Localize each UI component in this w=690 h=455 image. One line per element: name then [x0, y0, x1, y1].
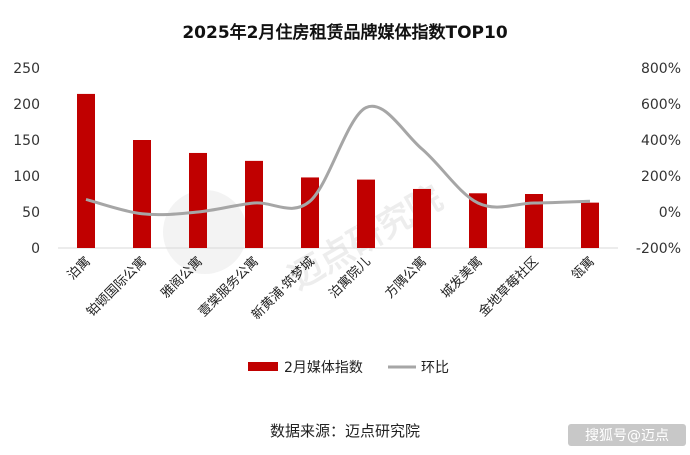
bar [301, 177, 319, 248]
legend: 2月媒体指数 环比 [248, 360, 449, 376]
chart-title: 2025年2月住房租赁品牌媒体指数TOP10 [182, 22, 507, 43]
left-axis-tick-label: 100 [13, 169, 40, 185]
corner-watermark-bg [568, 424, 686, 446]
right-axis: -200% 0% 200% 400% 600% 800% [636, 61, 681, 257]
category-label: 方隅公寓 [382, 254, 430, 302]
category-label: 瓴寓 [568, 254, 598, 284]
right-axis-tick-label: 400% [641, 133, 681, 149]
left-axis-tick-label: 50 [22, 205, 40, 221]
legend-swatch-bar [248, 362, 278, 371]
corner-watermark-text: 搜狐号@迈点 [585, 428, 669, 444]
right-axis-tick-label: -200% [636, 241, 681, 257]
source-label: 数据来源：迈点研究院 [270, 422, 420, 440]
category-label: 金地草莓社区 [475, 254, 541, 320]
right-axis-tick-label: 200% [641, 169, 681, 185]
bar-series [77, 93, 599, 248]
right-axis-tick-label: 800% [641, 61, 681, 77]
left-axis-tick-label: 150 [13, 133, 40, 149]
left-axis: 0 50 100 150 200 250 [13, 61, 40, 257]
category-label: 城发美寓 [438, 254, 486, 302]
line-path [85, 104, 591, 217]
right-axis-tick-label: 600% [641, 97, 681, 113]
category-label: 泊寓 [64, 254, 94, 284]
bar [77, 93, 95, 248]
line-series [85, 104, 591, 217]
bar [133, 140, 151, 248]
bar [413, 188, 431, 248]
left-axis-tick-label: 250 [13, 61, 40, 77]
legend-label-bar: 2月媒体指数 [284, 360, 363, 376]
bar [581, 202, 599, 248]
bar [525, 194, 543, 248]
bar [469, 193, 487, 248]
bar [357, 179, 375, 248]
corner-watermark: 搜狐号@迈点 [568, 424, 686, 446]
right-axis-tick-label: 0% [659, 205, 681, 221]
left-axis-tick-label: 200 [13, 97, 40, 113]
legend-label-line: 环比 [421, 360, 449, 376]
left-axis-tick-label: 0 [31, 241, 40, 257]
bar [189, 152, 207, 248]
category-label: 铂顿国际公寓 [83, 254, 149, 320]
